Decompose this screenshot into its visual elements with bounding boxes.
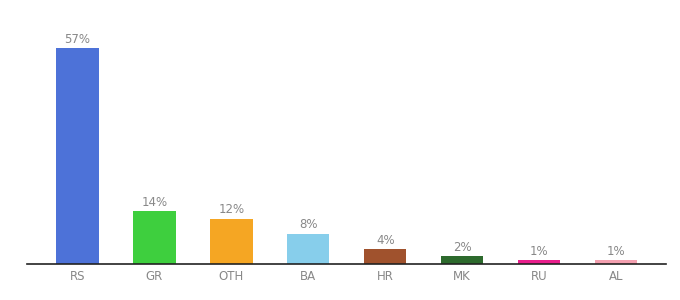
Bar [210, 219, 252, 264]
Bar [287, 234, 330, 264]
Bar [364, 249, 407, 264]
Bar [518, 260, 560, 264]
Text: 1%: 1% [607, 245, 626, 258]
Text: 2%: 2% [453, 241, 471, 254]
Bar [441, 256, 483, 264]
Bar [133, 211, 175, 264]
Text: 8%: 8% [299, 218, 318, 232]
Text: 4%: 4% [376, 234, 394, 247]
Bar [595, 260, 637, 264]
Text: 57%: 57% [65, 33, 90, 46]
Bar [56, 48, 99, 264]
Text: 12%: 12% [218, 203, 244, 216]
Text: 14%: 14% [141, 196, 167, 209]
Text: 1%: 1% [530, 245, 549, 258]
